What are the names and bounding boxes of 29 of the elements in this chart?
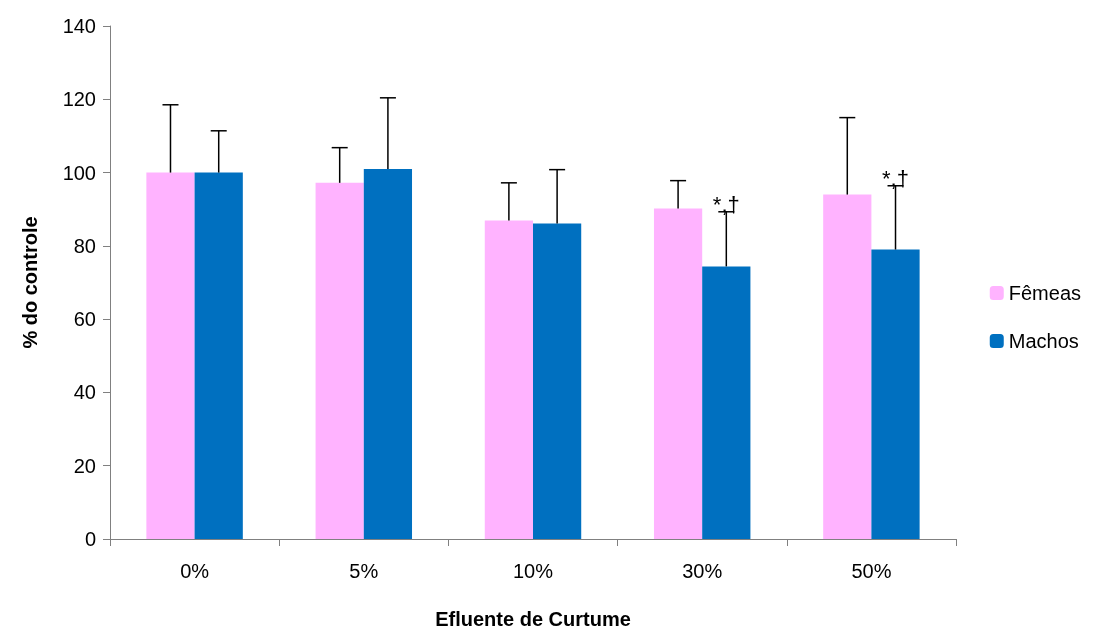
legend-label: Machos xyxy=(1008,330,1079,352)
y-axis-title: % do controle xyxy=(19,216,41,349)
legend-label: Fêmeas xyxy=(1008,282,1081,304)
x-axis-title: Efluente de Curtume xyxy=(435,608,631,630)
x-tick-label: 50% xyxy=(851,560,892,582)
bar xyxy=(871,249,920,539)
x-tick-label: 5% xyxy=(349,560,379,582)
y-tick-label: 140 xyxy=(62,15,96,37)
bar xyxy=(194,172,243,539)
bar xyxy=(823,194,872,539)
annotation: *,† xyxy=(882,166,909,192)
bar xyxy=(653,208,703,539)
bar xyxy=(146,172,195,539)
bar xyxy=(484,220,533,539)
x-tick-label: 10% xyxy=(512,560,554,582)
y-tick-label: 80 xyxy=(73,234,96,257)
x-tick-label: 0% xyxy=(180,560,210,582)
bar xyxy=(315,182,364,539)
bar xyxy=(533,223,582,539)
bar xyxy=(363,168,413,539)
annotation: *,† xyxy=(712,192,740,218)
bar xyxy=(702,266,751,539)
y-tick-label: 120 xyxy=(62,88,96,111)
y-tick-label: 20 xyxy=(73,454,96,477)
y-tick-label: 60 xyxy=(73,308,96,331)
y-tick-label: 40 xyxy=(73,381,96,404)
y-tick-label: 0 xyxy=(84,528,96,550)
x-tick-label: 30% xyxy=(682,560,723,582)
y-tick-label: 100 xyxy=(62,161,96,184)
